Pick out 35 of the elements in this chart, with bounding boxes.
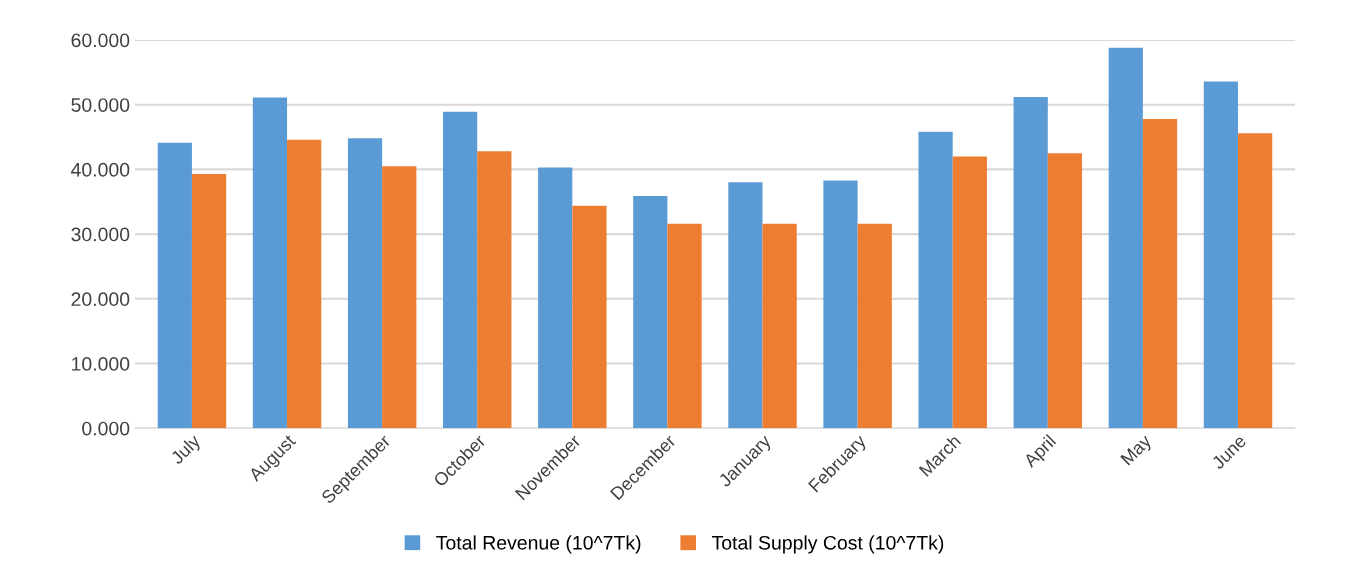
bar xyxy=(1108,47,1143,429)
bar xyxy=(918,131,953,429)
bar xyxy=(477,151,512,429)
bar xyxy=(823,180,858,429)
legend-label: Total Revenue (10^7Tk) xyxy=(436,535,641,554)
x-tick-label: May xyxy=(1120,433,1155,469)
bar xyxy=(1142,118,1178,429)
legend-label: Total Supply Cost (10^7Tk) xyxy=(711,535,944,554)
bar xyxy=(1203,81,1238,429)
bar xyxy=(1237,133,1273,429)
bar xyxy=(443,111,478,429)
bar xyxy=(347,138,383,429)
bar xyxy=(1013,96,1048,429)
bar xyxy=(157,142,192,429)
y-tick-label: 30.000 xyxy=(71,227,130,242)
y-tick-label: 40.000 xyxy=(71,162,130,177)
y-tick-label: 50.000 xyxy=(71,98,130,112)
bar xyxy=(633,195,668,429)
bar xyxy=(857,223,892,429)
y-tick-label: 10.000 xyxy=(72,357,130,371)
bar xyxy=(191,173,227,429)
bar xyxy=(572,205,607,429)
y-tick-label: 0.000 xyxy=(82,421,130,436)
x-tick-label: July xyxy=(169,433,204,468)
bar xyxy=(382,166,417,429)
bar xyxy=(728,182,763,429)
bar xyxy=(252,97,288,429)
bar xyxy=(762,223,797,429)
bar xyxy=(952,156,987,429)
bar xyxy=(287,139,322,429)
bar xyxy=(1047,153,1083,429)
y-tick-label: 20.000 xyxy=(71,292,130,307)
y-tick-label: 60.000 xyxy=(71,33,130,48)
bar xyxy=(667,223,702,429)
bar xyxy=(538,167,573,429)
